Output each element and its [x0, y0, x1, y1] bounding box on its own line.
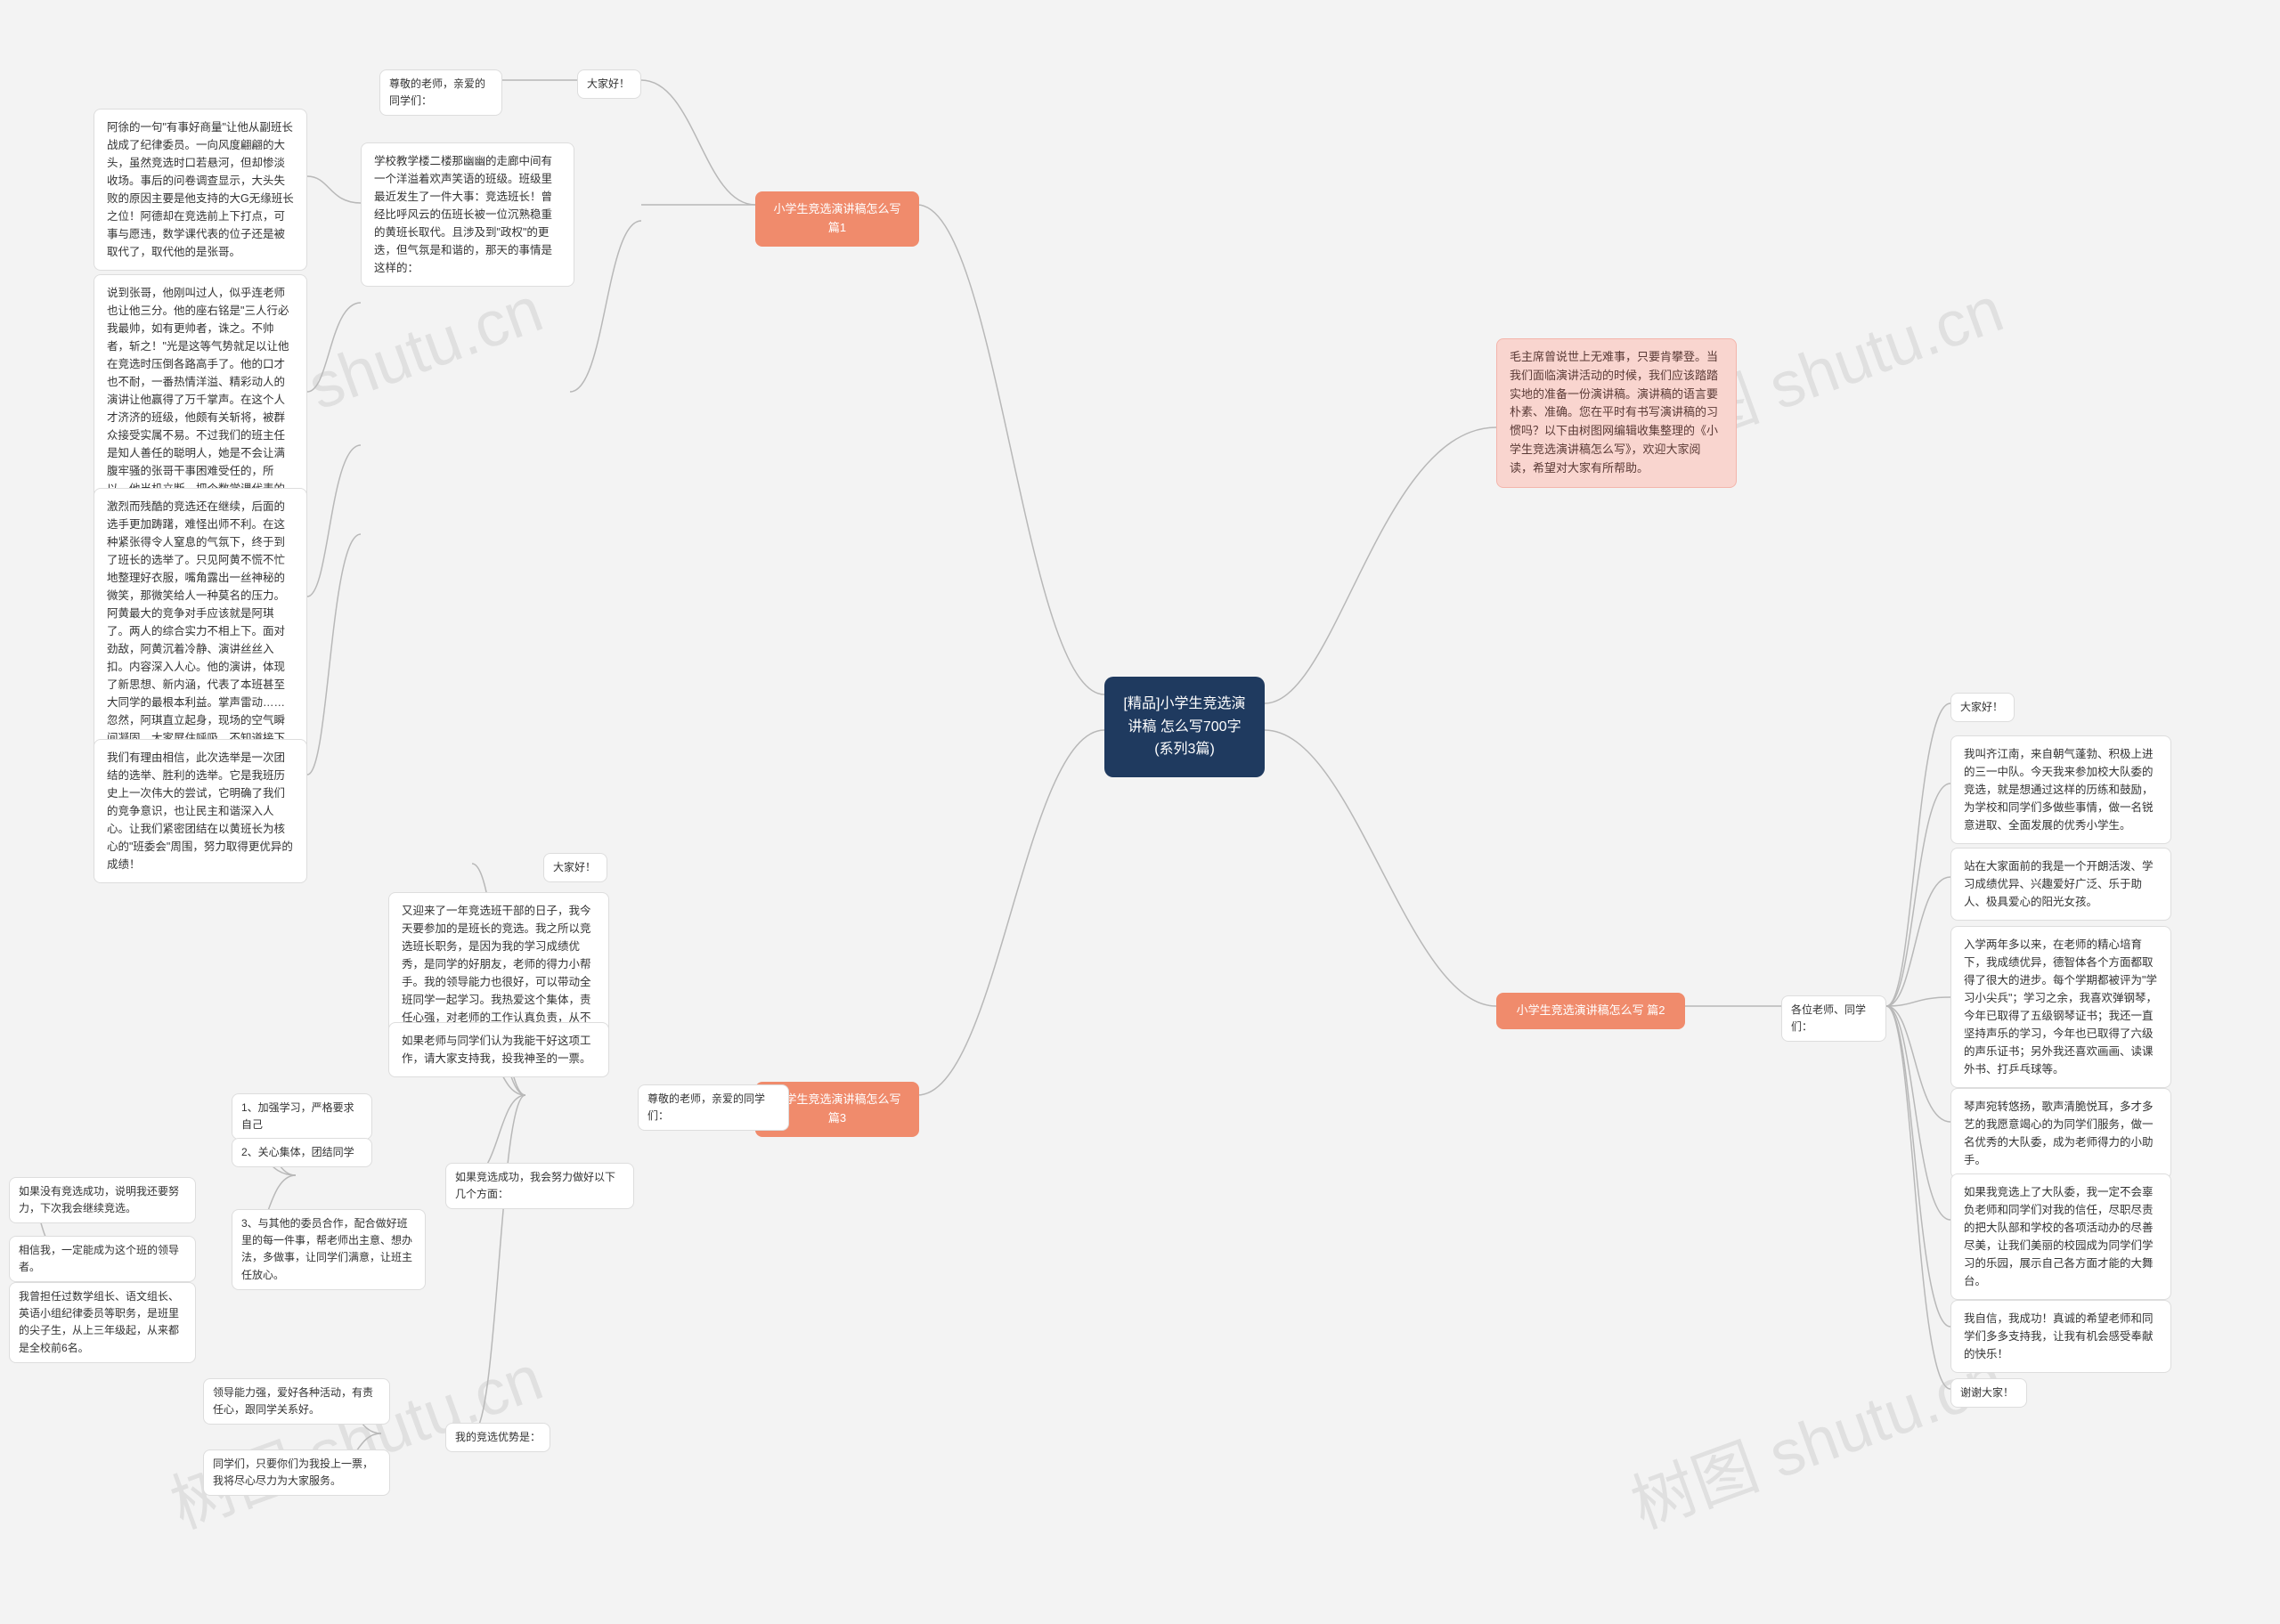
s3-adv: 我的竞选优势是： [445, 1423, 550, 1452]
s3-adv-a1: 领导能力强，爱好各种活动，有责任心，跟同学关系好。 [203, 1378, 390, 1425]
s3-ifwin-i3: 3、与其他的委员合作，配合做好班里的每一件事，帮老师出主意、想办法，多做事，让同… [232, 1209, 426, 1290]
section1-title[interactable]: 小学生竞选演讲稿怎么写 篇1 [755, 191, 919, 247]
s1-greeting: 大家好！ [577, 69, 641, 99]
root-node[interactable]: [精品]小学生竞选演讲稿 怎么写700字(系列3篇) [1104, 677, 1265, 777]
s3-ifwin-i3s3: 我曾担任过数学组长、语文组长、英语小组纪律委员等职务，是班里的尖子生，从上三年级… [9, 1282, 196, 1363]
s1-p5: 我们有理由相信，此次选举是一次团结的选举、胜利的选举。它是我班历史上一次伟大的尝… [94, 739, 307, 883]
s3-greeting: 大家好！ [543, 853, 607, 882]
s2-greeting: 大家好！ [1950, 693, 2015, 722]
s2-p5: 如果我竞选上了大队委，我一定不会辜负老师和同学们对我的信任，尽职尽责的把大队部和… [1950, 1173, 2171, 1300]
s2-lead: 各位老师、同学们： [1781, 995, 1886, 1042]
s2-p4: 琴声宛转悠扬，歌声清脆悦耳，多才多艺的我愿意竭心的为同学们服务，做一名优秀的大队… [1950, 1088, 2171, 1179]
s3-ifwin: 如果竞选成功，我会努力做好以下几个方面： [445, 1163, 634, 1209]
s3-p2: 如果老师与同学们认为我能干好这项工作，请大家支持我，投我神圣的一票。 [388, 1022, 609, 1077]
s1-greeting-sub: 尊敬的老师，亲爱的同学们： [379, 69, 502, 116]
s1-p1: 学校教学楼二楼那幽幽的走廊中间有一个洋溢着欢声笑语的班级。班级里最近发生了一件大… [361, 142, 574, 287]
s3-lead: 尊敬的老师，亲爱的同学们： [638, 1084, 789, 1131]
s1-p2: 阿徐的一句"有事好商量"让他从副班长战成了纪律委员。一向风度翩翩的大头，虽然竞选… [94, 109, 307, 271]
s2-p6: 我自信，我成功！真诚的希望老师和同学们多多支持我，让我有机会感受奉献的快乐！ [1950, 1300, 2171, 1373]
s2-thanks: 谢谢大家！ [1950, 1378, 2027, 1408]
s2-p1: 我叫齐江南，来自朝气蓬勃、积极上进的三一中队。今天我来参加校大队委的竞选，就是想… [1950, 735, 2171, 844]
s3-ifwin-i3s2: 相信我，一定能成为这个班的领导者。 [9, 1236, 196, 1282]
intro-text: 毛主席曾说世上无难事，只要肯攀登。当我们面临演讲活动的时候，我们应该踏踏实地的准… [1496, 338, 1737, 488]
s2-p3: 入学两年多以来，在老师的精心培育下，我成绩优异，德智体各个方面都取得了很大的进步… [1950, 926, 2171, 1088]
s3-adv-a2: 同学们，只要你们为我投上一票，我将尽心尽力为大家服务。 [203, 1449, 390, 1496]
s3-ifwin-i2: 2、关心集体，团结同学 [232, 1138, 372, 1167]
s3-ifwin-i3s1: 如果没有竞选成功，说明我还要努力，下次我会继续竞选。 [9, 1177, 196, 1223]
s3-ifwin-i1: 1、加强学习，严格要求自己 [232, 1093, 372, 1140]
section2-title[interactable]: 小学生竞选演讲稿怎么写 篇2 [1496, 993, 1685, 1029]
s2-p2: 站在大家面前的我是一个开朗活泼、学习成绩优异、兴趣爱好广泛、乐于助人、极具爱心的… [1950, 848, 2171, 921]
